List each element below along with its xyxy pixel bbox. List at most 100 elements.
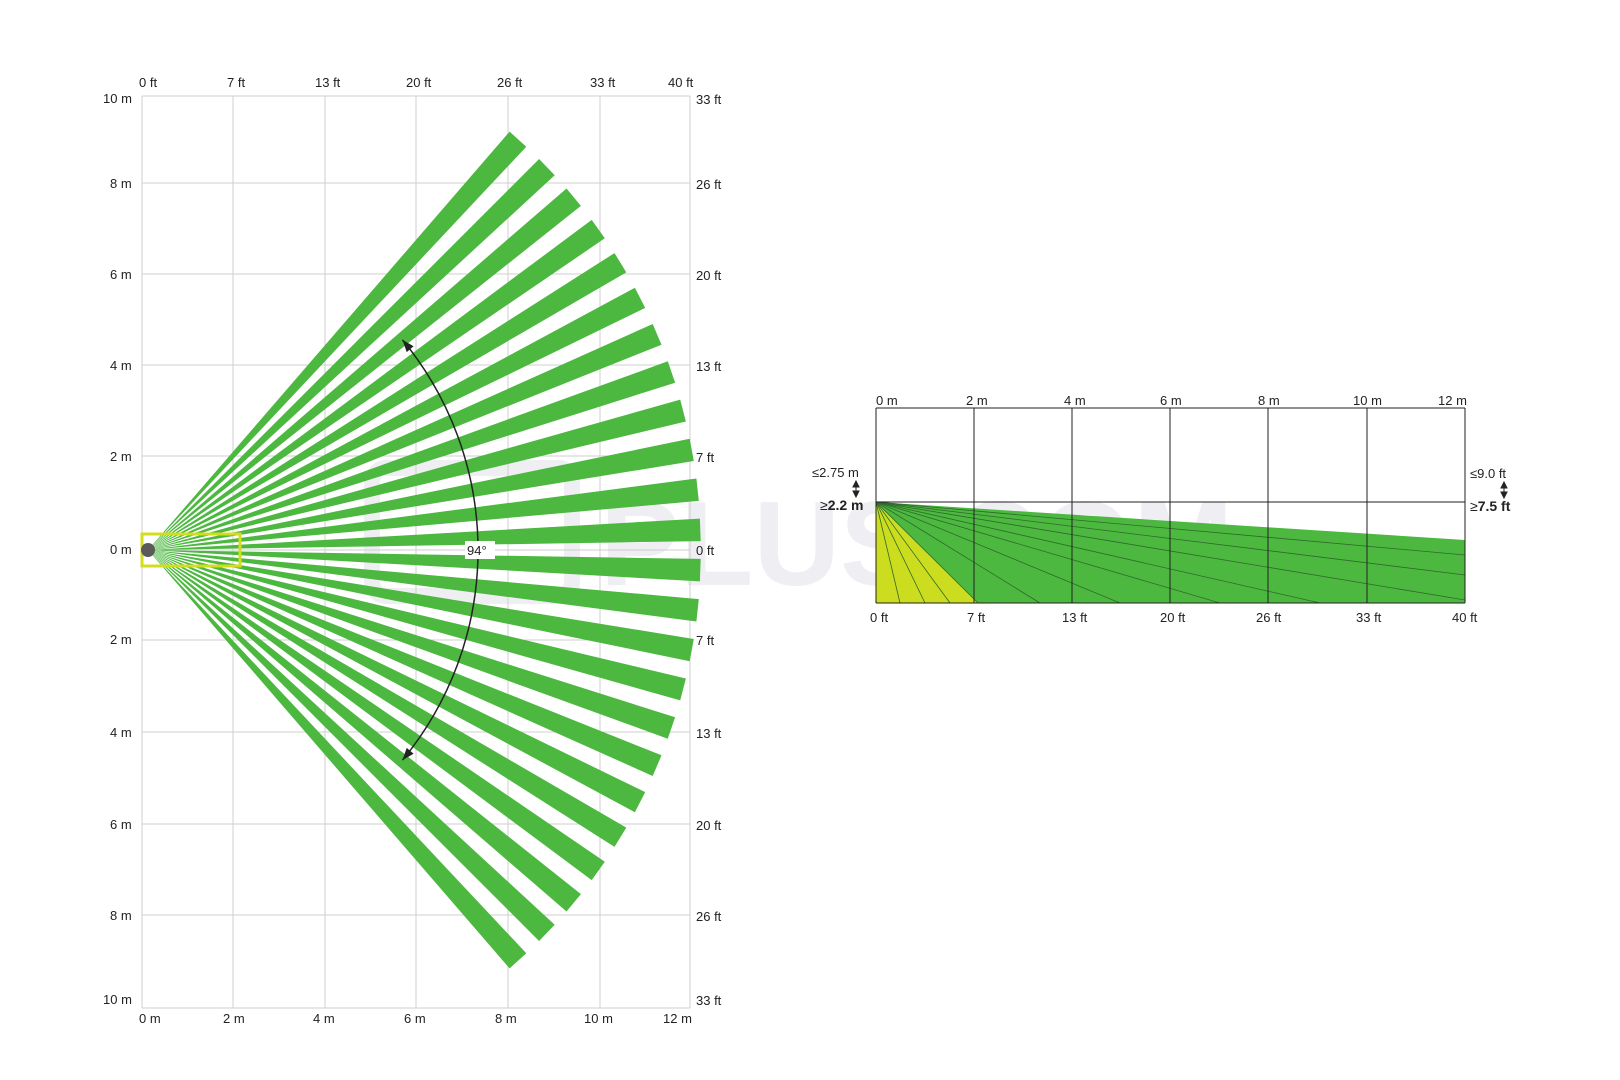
tick-label: 4 m [110,725,132,740]
tick-label: 10 m [103,992,132,1007]
side-view-ft-axis-bottom: 0 ft 7 ft 13 ft 20 ft 26 ft 33 ft 40 ft [870,610,1478,625]
tick-label: 20 ft [696,268,722,283]
side-view-grid [875,407,1466,604]
tick-label: 26 ft [696,909,722,924]
tick-label: 2 m [223,1011,245,1026]
mounting-height-metric: ≤2.75 m ≥2.2 m [812,465,864,513]
tick-label: 0 m [876,393,898,408]
top-view-ft-axis-top: 0 ft 7 ft 13 ft 20 ft 26 ft 33 ft 40 ft [139,75,694,90]
tick-label: 4 m [313,1011,335,1026]
tick-label: 33 ft [590,75,616,90]
tick-label: 10 m [1353,393,1382,408]
tick-label: 13 ft [315,75,341,90]
min-height-m-label: ≥2.2 m [820,497,864,513]
tick-label: 4 m [110,358,132,373]
detection-beam [148,219,605,550]
beam-ray [875,501,979,604]
beam-ray [875,501,951,604]
tick-label: 26 ft [696,177,722,192]
tick-label: 2 m [966,393,988,408]
tick-label: 12 m [1438,393,1467,408]
detection-beam [148,188,581,550]
detection-beam [148,478,699,550]
tick-label: 13 ft [696,726,722,741]
tick-label: 33 ft [1356,610,1382,625]
tick-label: 6 m [1160,393,1182,408]
detection-beam [148,550,605,881]
min-height-prefix: ≥ [1470,498,1478,514]
tick-label: 7 ft [227,75,245,90]
beam-ray [875,501,901,604]
tick-label: 13 ft [1062,610,1088,625]
tick-label: 33 ft [696,92,722,107]
tick-label: 7 ft [967,610,985,625]
detection-beam [148,438,694,550]
detection-beam [148,253,627,550]
beam-ray [875,501,1221,604]
beam-ray [875,501,1041,604]
side-view-diagram: 0 m 2 m 4 m 6 m 8 m 10 m 12 m 0 ft 7 ft … [812,393,1511,625]
detection-beam [148,550,581,912]
tick-label: 20 ft [696,818,722,833]
detection-beam [148,518,701,550]
tick-label: 2 m [110,632,132,647]
coverage-angle-indicator: 94° [401,339,495,761]
detection-beam [148,287,646,550]
tick-label: 40 ft [668,75,694,90]
detection-beam [148,550,686,701]
detection-beam [148,399,686,550]
beam-ray [875,501,1121,604]
top-view-beams [148,131,701,969]
tick-label: 20 ft [1160,610,1186,625]
tick-label: 0 m [110,542,132,557]
tick-label: 12 m [663,1011,692,1026]
detection-beam [148,159,555,550]
tick-label: 40 ft [1452,610,1478,625]
detection-beam [148,550,676,739]
detection-beam [148,131,527,550]
arrowhead-up-icon [402,339,414,353]
detection-beam [148,550,555,941]
min-height-prefix: ≥ [820,497,828,513]
tick-label: 6 m [110,267,132,282]
tick-label: 26 ft [497,75,523,90]
tick-label: 0 ft [870,610,888,625]
tick-label: 8 m [110,176,132,191]
top-view-ft-axis-right: 33 ft 26 ft 20 ft 13 ft 7 ft 0 ft 7 ft 1… [696,92,722,1008]
tick-label: 7 ft [696,633,714,648]
max-height-m-label: ≤2.75 m [812,465,859,480]
detection-beam [148,361,676,550]
tick-label: 4 m [1064,393,1086,408]
detection-beam [148,550,694,662]
top-view-m-axis-left: 10 m 8 m 6 m 4 m 2 m 0 m 2 m 4 m 6 m 8 m… [103,91,132,1007]
tick-label: 26 ft [1256,610,1282,625]
mounting-height-imperial: ≤9.0 ft ≥7.5 ft [1470,466,1511,514]
max-height-ft-label: ≤9.0 ft [1470,466,1506,481]
min-height-ft-label: ≥7.5 ft [1470,498,1511,514]
coverage-angle-label: 94° [467,543,487,558]
detection-beam [148,550,662,776]
tick-label: 6 m [110,817,132,832]
min-height-value: 2.2 m [828,497,864,513]
tick-label: 2 m [110,449,132,464]
side-view-m-axis-top: 0 m 2 m 4 m 6 m 8 m 10 m 12 m [876,393,1467,408]
tick-label: 0 ft [696,543,714,558]
tick-label: 20 ft [406,75,432,90]
top-view-grid [141,95,691,1009]
detection-beam [148,550,627,847]
tick-label: 8 m [1258,393,1280,408]
top-view-m-axis-bottom: 0 m 2 m 4 m 6 m 8 m 10 m 12 m [139,1011,692,1026]
detection-beam [148,550,699,622]
beam-ray [875,501,926,604]
tick-label: 13 ft [696,359,722,374]
tick-label: 8 m [495,1011,517,1026]
detector-origin [141,543,155,557]
tick-label: 0 m [139,1011,161,1026]
tick-label: 7 ft [696,450,714,465]
tick-label: 10 m [103,91,132,106]
tick-label: 8 m [110,908,132,923]
detection-beam [148,550,701,582]
tick-label: 6 m [404,1011,426,1026]
beam-ray [875,501,1321,604]
